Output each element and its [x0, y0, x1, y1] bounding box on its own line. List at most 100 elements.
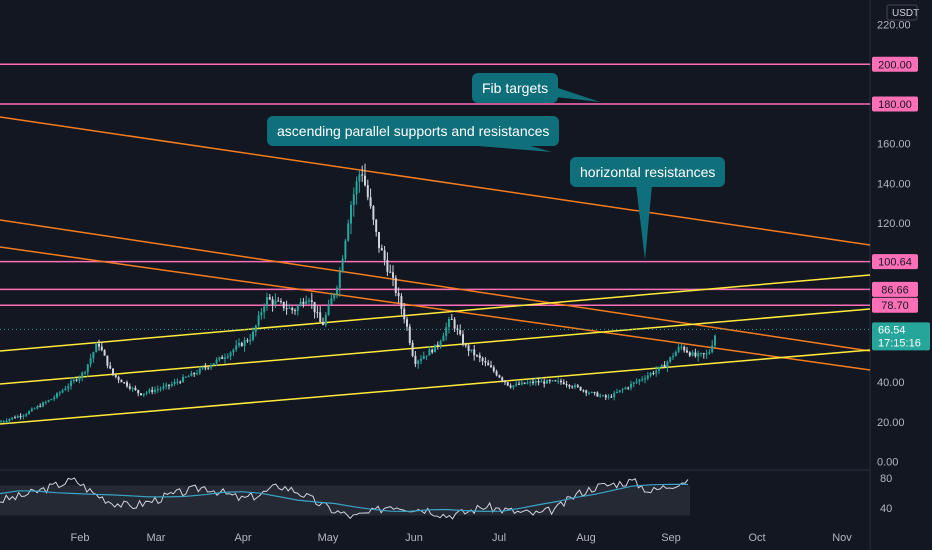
level-tag-3: 86.66 [872, 281, 918, 297]
candle [305, 295, 308, 305]
horizontal-resistances-callout[interactable]: horizontal resistances [570, 157, 726, 187]
candle [210, 363, 212, 371]
candle [117, 375, 120, 384]
candle [134, 385, 137, 391]
candle [151, 386, 154, 395]
candle [453, 317, 456, 332]
candle [184, 376, 187, 378]
candle [448, 316, 450, 334]
ascending-supports-callout[interactable]: ascending parallel supports and resistan… [267, 116, 560, 146]
candle [226, 353, 229, 360]
candle [658, 366, 660, 375]
candle [78, 375, 81, 384]
candle [201, 366, 204, 371]
candle [562, 379, 565, 385]
candle [296, 304, 299, 316]
candle [288, 303, 291, 309]
candle [257, 310, 260, 328]
candle [221, 355, 224, 360]
candle [338, 267, 341, 297]
candle [2, 420, 5, 424]
oscillator-line [0, 477, 689, 520]
horizontal-callout-pointer [636, 185, 652, 260]
candle [344, 239, 347, 263]
candle [142, 393, 145, 398]
candle [168, 384, 170, 390]
candle [492, 365, 495, 373]
candle [602, 394, 604, 397]
candle [42, 401, 44, 408]
candle [434, 344, 436, 353]
candle [627, 386, 630, 391]
candle [470, 349, 473, 353]
candle [316, 306, 319, 318]
candle [0, 419, 2, 423]
candle [456, 324, 459, 335]
candle [294, 308, 296, 315]
candle [691, 350, 694, 357]
candle [366, 179, 369, 201]
candle [425, 355, 428, 361]
candle [8, 418, 11, 424]
candle [551, 380, 554, 382]
candle [50, 398, 53, 401]
candle [644, 375, 646, 384]
candle [546, 379, 548, 384]
x-tick-label-5: Jul [492, 532, 506, 544]
candle [333, 292, 336, 302]
candle [660, 364, 663, 368]
candle [11, 417, 14, 421]
candle [462, 330, 464, 347]
candle [352, 187, 355, 217]
candle [120, 379, 123, 383]
candle [58, 390, 61, 397]
candle [106, 355, 109, 369]
candle [266, 292, 268, 311]
candle [543, 378, 546, 388]
candle [67, 383, 70, 392]
oscillator-ma-line [0, 483, 689, 513]
candle [100, 341, 103, 352]
candle [310, 292, 313, 309]
candle [36, 405, 39, 410]
level-tag-1: 180.00 [872, 96, 918, 112]
candle [501, 376, 504, 383]
candle [56, 392, 58, 399]
candle [392, 265, 394, 287]
svg-text:200.00: 200.00 [878, 59, 912, 71]
candle [14, 415, 16, 419]
candle [590, 391, 593, 394]
candle [19, 413, 22, 420]
candle [72, 377, 75, 384]
candle [560, 378, 562, 385]
y-tick-label-2: 140.00 [877, 178, 911, 190]
fib-targets-callout[interactable]: Fib targets [472, 73, 559, 103]
candle [674, 350, 677, 357]
y-tick-label-0: 220.00 [877, 20, 911, 32]
candle [235, 339, 238, 352]
candle [554, 379, 557, 382]
candle [187, 374, 190, 378]
candle [162, 382, 165, 391]
oscillator-tick-label-1: 40 [880, 503, 892, 515]
current-price-value: 66.54 [878, 324, 906, 336]
y-tick-label-7: 0.00 [877, 457, 898, 469]
candle [557, 377, 560, 385]
candle [700, 352, 702, 357]
candle [322, 317, 324, 326]
candle [156, 385, 159, 393]
candle [131, 386, 134, 392]
candle [618, 390, 621, 394]
candle [193, 372, 196, 377]
candle [705, 349, 708, 359]
candle [39, 403, 42, 408]
candle [439, 339, 442, 349]
candle [383, 245, 386, 266]
candle [336, 285, 338, 299]
candle [649, 371, 652, 378]
currency-label-box [886, 4, 918, 21]
candle [680, 342, 683, 351]
